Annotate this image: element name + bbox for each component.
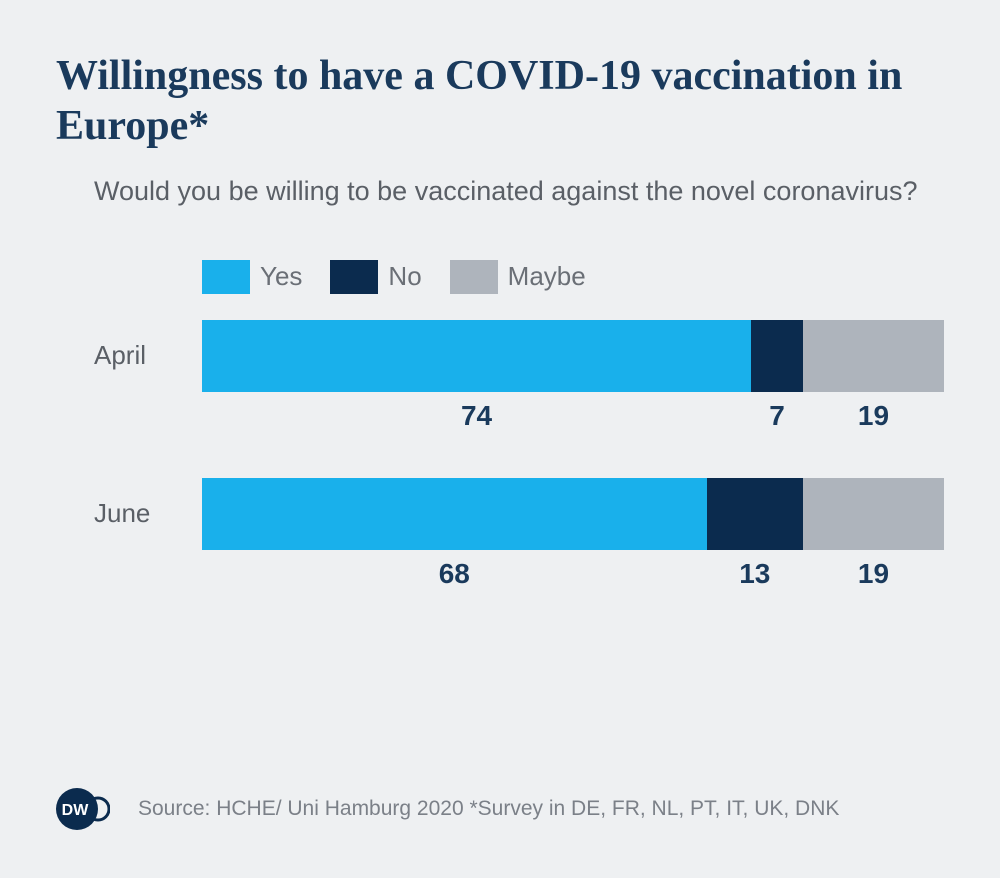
legend-swatch-maybe [450, 260, 498, 294]
value-label-no: 7 [751, 400, 803, 432]
bar-category-label: June [94, 498, 202, 529]
dw-logo-icon: DW [56, 782, 110, 836]
legend-label-maybe: Maybe [508, 261, 586, 292]
bar-segment-maybe [803, 478, 944, 550]
chart-area: YesNoMaybe April74719June681319 [56, 260, 944, 590]
value-label-yes: 74 [202, 400, 751, 432]
bar-segment-no [751, 320, 803, 392]
value-label-maybe: 19 [803, 400, 944, 432]
value-row: 681319 [202, 558, 944, 590]
bar-track [202, 478, 944, 550]
legend-swatch-no [330, 260, 378, 294]
bar-row: April [94, 320, 944, 392]
value-label-no: 13 [707, 558, 803, 590]
chart-legend: Yes No Maybe [202, 260, 944, 294]
value-row: 74719 [202, 400, 944, 432]
bar-category-label: April [94, 340, 202, 371]
legend-label-no: No [388, 261, 421, 292]
value-label-maybe: 19 [803, 558, 944, 590]
source-text: Source: HCHE/ Uni Hamburg 2020 *Survey i… [138, 797, 839, 821]
legend-swatch-yes [202, 260, 250, 294]
svg-text:DW: DW [62, 802, 90, 819]
bar-track [202, 320, 944, 392]
bar-segment-maybe [803, 320, 944, 392]
bar-segment-no [707, 478, 803, 550]
chart-title: Willingness to have a COVID-19 vaccinati… [56, 52, 944, 151]
chart-subtitle: Would you be willing to be vaccinated ag… [56, 173, 944, 209]
value-label-yes: 68 [202, 558, 707, 590]
bar-segment-yes [202, 478, 707, 550]
bar-row: June [94, 478, 944, 550]
legend-label-yes: Yes [260, 261, 302, 292]
chart-bars: April74719June681319 [94, 320, 944, 590]
bar-segment-yes [202, 320, 751, 392]
chart-footer: DW Source: HCHE/ Uni Hamburg 2020 *Surve… [56, 782, 944, 836]
